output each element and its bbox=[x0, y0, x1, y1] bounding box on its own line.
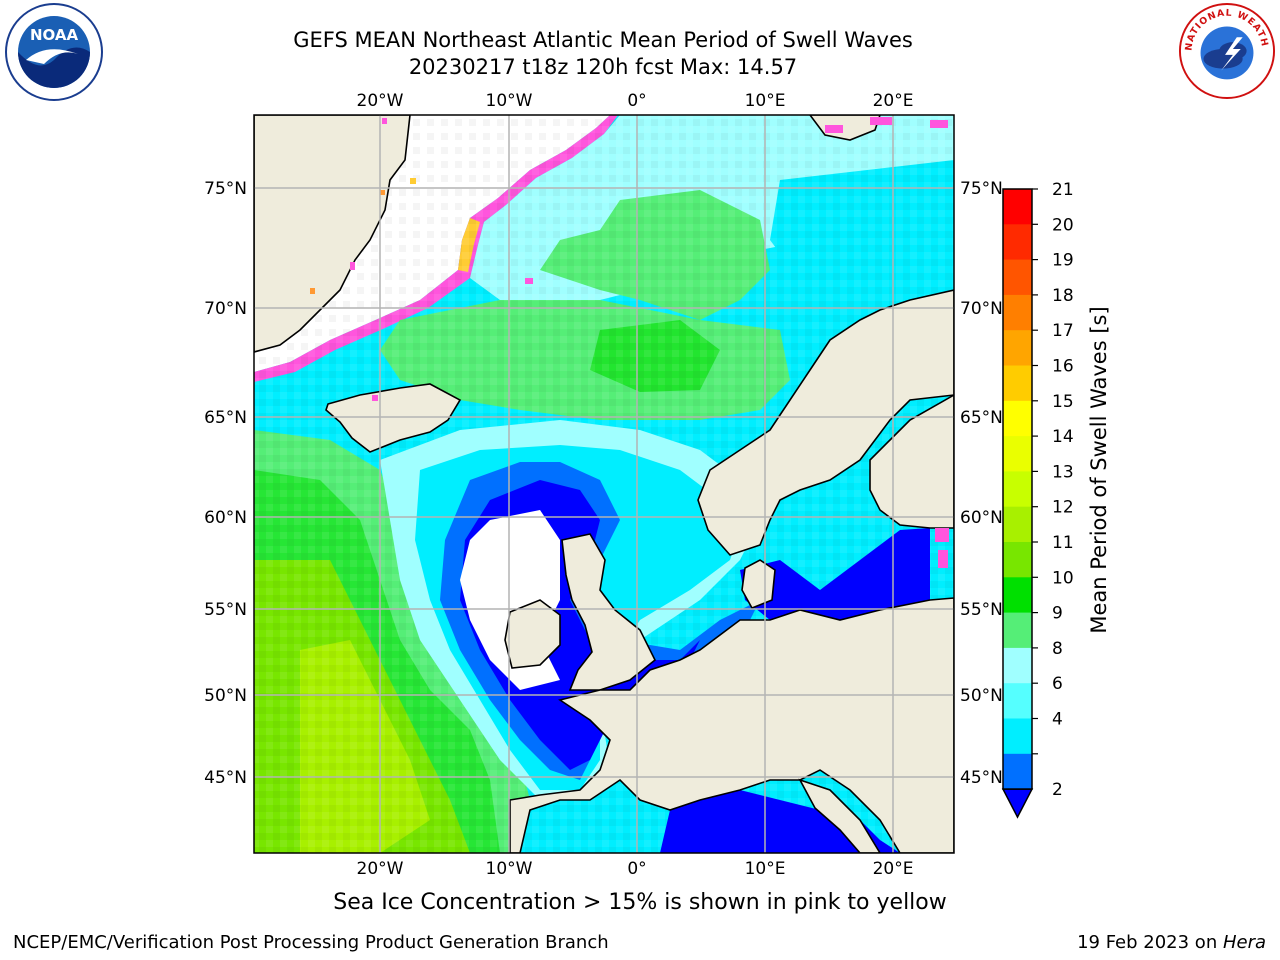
lat-label-right: 45°N bbox=[960, 768, 1003, 788]
colorbar: 21 20 19 18 17 16 15 14 13 12 11 10 9 8 6 4 2 bbox=[1001, 180, 1074, 819]
map-frame bbox=[253, 114, 955, 854]
lat-label-left: 65°N bbox=[204, 408, 247, 428]
colorbar-tick-label: 14 bbox=[1052, 427, 1074, 447]
colorbar-segment bbox=[1003, 612, 1032, 649]
land bbox=[254, 115, 954, 853]
colorbar-tick-label: 9 bbox=[1052, 604, 1063, 624]
lat-label-left: 75°N bbox=[204, 179, 247, 199]
lon-label-bottom: 20°W bbox=[357, 859, 404, 879]
sea-ice-note: Sea Ice Concentration > 15% is shown in … bbox=[333, 890, 947, 915]
colorbar-segment bbox=[1003, 365, 1032, 402]
footer-date: 19 Feb 2023 on Hera bbox=[1077, 932, 1266, 953]
graticule bbox=[254, 115, 954, 853]
colorbar-segment bbox=[1003, 259, 1032, 296]
colorbar-segment bbox=[1003, 224, 1032, 261]
colorbar-tick-label: 18 bbox=[1052, 286, 1074, 306]
colorbar-under-arrow bbox=[1001, 788, 1034, 819]
chart-subtitle: 20230217 t18z 120h fcst Max: 14.57 bbox=[408, 55, 798, 79]
lon-label-top: 10°W bbox=[486, 91, 533, 111]
lat-label-right: 70°N bbox=[960, 299, 1003, 319]
colorbar-segment bbox=[1003, 436, 1032, 472]
lat-label-right: 75°N bbox=[960, 179, 1003, 199]
colorbar-tick-label: 13 bbox=[1052, 462, 1074, 482]
great-britain bbox=[561, 533, 657, 691]
footer-date-text: 19 Feb 2023 on bbox=[1077, 932, 1223, 953]
italy bbox=[798, 778, 881, 853]
lon-label-top: 20°W bbox=[357, 91, 404, 111]
colorbar-segment bbox=[1003, 577, 1032, 614]
continental-europe bbox=[509, 597, 954, 853]
lon-label-top: 20°E bbox=[873, 91, 914, 111]
lat-label-left: 70°N bbox=[204, 299, 247, 319]
lon-label-bottom: 10°E bbox=[745, 859, 786, 879]
footer-host: Hera bbox=[1222, 932, 1266, 953]
colorbar-segment bbox=[1003, 753, 1032, 790]
lat-label-right: 50°N bbox=[960, 686, 1003, 706]
lat-label-left: 60°N bbox=[204, 508, 247, 528]
iceland bbox=[325, 383, 462, 453]
lat-label-right: 65°N bbox=[960, 408, 1003, 428]
colorbar-tick-label: 8 bbox=[1052, 639, 1063, 659]
colorbar-segment bbox=[1003, 330, 1032, 366]
lon-label-bottom: 0° bbox=[627, 859, 646, 879]
colorbar-tick-label: 6 bbox=[1052, 674, 1063, 694]
colorbar-segment bbox=[1003, 542, 1032, 578]
colorbar-tick-label: 2 bbox=[1052, 780, 1063, 800]
chart-title: GEFS MEAN Northeast Atlantic Mean Period… bbox=[293, 28, 913, 52]
colorbar-tick-label: 15 bbox=[1052, 392, 1074, 412]
colorbar-segment bbox=[1003, 647, 1032, 684]
noaa-logo-text: NOAA bbox=[30, 26, 79, 44]
colorbar-tick-label: 10 bbox=[1052, 568, 1074, 588]
nws-logo: NATIONAL WEATHER SERVICE bbox=[1178, 2, 1276, 100]
colorbar-segment bbox=[1003, 506, 1032, 543]
colorbar-tick-label: 21 bbox=[1052, 180, 1074, 200]
noaa-logo: NOAA bbox=[5, 3, 103, 101]
colorbar-segment bbox=[1003, 189, 1032, 225]
denmark bbox=[741, 559, 776, 610]
colorbar-tick-label: 19 bbox=[1052, 251, 1074, 271]
colorbar-tick-label: 12 bbox=[1052, 498, 1074, 518]
colorbar-tick-label: 11 bbox=[1052, 533, 1074, 553]
colorbar-segment bbox=[1003, 718, 1032, 755]
colorbar-tick-label: 16 bbox=[1052, 357, 1074, 377]
map-area bbox=[254, 115, 954, 853]
lat-label-right: 60°N bbox=[960, 508, 1003, 528]
colorbar-segment bbox=[1003, 294, 1032, 331]
lon-label-bottom: 10°W bbox=[486, 859, 533, 879]
lat-label-right: 55°N bbox=[960, 600, 1003, 620]
baltic-blue bbox=[740, 528, 930, 620]
lat-label-left: 50°N bbox=[204, 686, 247, 706]
sea-ice-pixels bbox=[310, 117, 949, 568]
colorbar-title: Mean Period of Swell Waves [s] bbox=[1087, 306, 1111, 633]
mediterranean-blue bbox=[660, 790, 900, 853]
colorbar-frame bbox=[1002, 188, 1033, 790]
ireland bbox=[504, 599, 561, 669]
colorbar-tick-label: 20 bbox=[1052, 215, 1074, 235]
lon-label-bottom: 20°E bbox=[873, 859, 914, 879]
footer-credit: NCEP/EMC/Verification Post Processing Pr… bbox=[13, 932, 609, 953]
colorbar-segment bbox=[1003, 400, 1032, 437]
scandinavia bbox=[697, 289, 954, 556]
colorbar-tick-label: 4 bbox=[1052, 710, 1063, 730]
colorbar-segment bbox=[1003, 471, 1032, 508]
greenland bbox=[254, 115, 411, 353]
lat-label-left: 55°N bbox=[204, 600, 247, 620]
lon-label-top: 10°E bbox=[745, 91, 786, 111]
colorbar-segment bbox=[1003, 683, 1032, 719]
lat-label-left: 45°N bbox=[204, 768, 247, 788]
colorbar-tick-label: 17 bbox=[1052, 321, 1074, 341]
lon-label-top: 0° bbox=[627, 91, 646, 111]
